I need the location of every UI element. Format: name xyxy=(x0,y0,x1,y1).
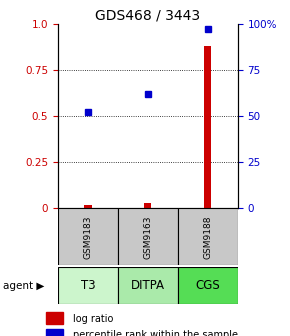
Text: percentile rank within the sample: percentile rank within the sample xyxy=(73,330,238,336)
Text: agent ▶: agent ▶ xyxy=(3,281,44,291)
Bar xyxy=(144,203,151,208)
Bar xyxy=(46,329,63,336)
Text: GSM9183: GSM9183 xyxy=(84,215,93,259)
Text: GSM9188: GSM9188 xyxy=(203,215,212,259)
Bar xyxy=(46,312,63,324)
Text: CGS: CGS xyxy=(195,279,220,292)
Text: DITPA: DITPA xyxy=(131,279,165,292)
Text: GSM9163: GSM9163 xyxy=(143,215,153,259)
Text: T3: T3 xyxy=(81,279,95,292)
Bar xyxy=(58,267,118,304)
Bar xyxy=(84,205,92,208)
Bar xyxy=(178,267,238,304)
Bar xyxy=(118,208,178,265)
Bar xyxy=(204,46,211,208)
Title: GDS468 / 3443: GDS468 / 3443 xyxy=(95,8,200,23)
Bar xyxy=(118,267,178,304)
Text: log ratio: log ratio xyxy=(73,313,113,324)
Bar xyxy=(178,208,238,265)
Bar xyxy=(58,208,118,265)
